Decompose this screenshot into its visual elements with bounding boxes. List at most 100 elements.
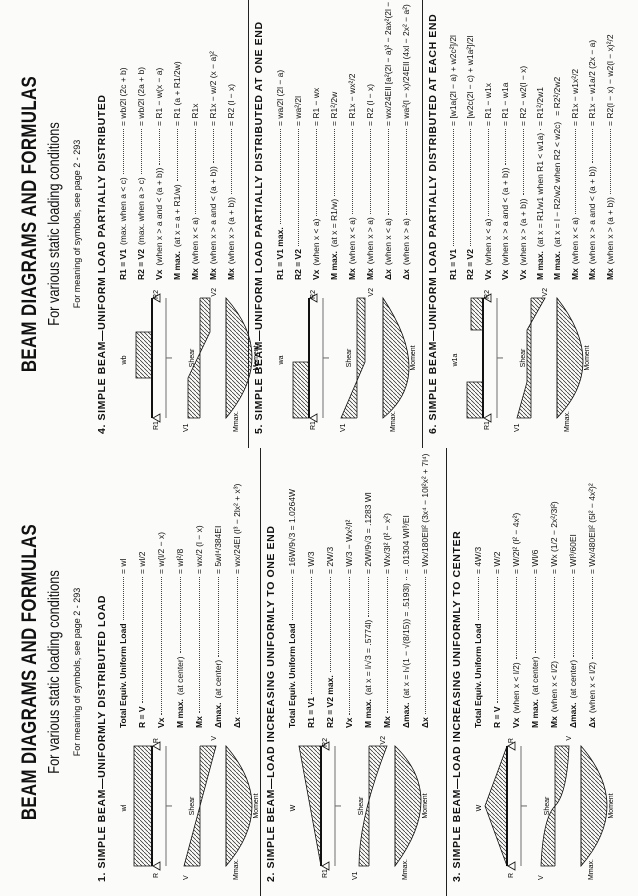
dot-leader xyxy=(352,129,353,215)
diagram-label: w1a xyxy=(452,353,459,367)
formula-row: Mx (when x < a) = R1x xyxy=(186,8,204,280)
formula-value: = 16W/9√3 = 1.0264W xyxy=(287,489,297,574)
moment-diagram xyxy=(382,296,410,419)
dot-leader xyxy=(280,129,281,225)
formula-value: = R2²/2w2 xyxy=(552,76,563,116)
diagram-label: Mmax. xyxy=(390,411,397,432)
formula-condition: (when x > a) xyxy=(401,218,411,266)
formula-condition: (at center) xyxy=(530,656,540,696)
dot-leader xyxy=(142,577,143,704)
formula-label: R2 = V2 xyxy=(293,249,303,280)
formula-row: Mx = Wx/3l² (l² − x²) xyxy=(378,456,397,728)
diagram-label: V2 xyxy=(368,288,375,297)
dot-leader xyxy=(516,577,517,660)
section: 6. SIMPLE BEAM—UNIFORM LOAD PARTIALLY DI… xyxy=(422,0,627,448)
formula-condition: (max. when a < c) xyxy=(118,177,128,246)
formula-list: Total Equiv. Uniform Load = 16W/9√3 = 1.0… xyxy=(283,454,435,728)
formula-row: Mx (when x > a and < (a + b)) = R1x − w/2 … xyxy=(204,8,222,280)
formula-value: = 2W/3 xyxy=(325,546,335,574)
dot-leader xyxy=(316,129,317,216)
formula-list: R1 = V1 max. = wa/2l (2l − a) R2 = V2 = wa²… xyxy=(271,0,415,280)
beam-diagram: W R Rl V V Shear Mmax. Moment xyxy=(476,736,615,880)
formula-condition: (when x < l/2) xyxy=(549,660,559,713)
formula-row: Δx = Wx/180EIl² (3x⁴ − 10l²x² + 7l⁴) xyxy=(416,454,435,728)
formula-list: R1 = V1 (max. when a < c) = wb/2l (2c + b)… xyxy=(114,8,240,280)
formula-value: = R1 (a + R1/2w) xyxy=(172,61,182,126)
support xyxy=(507,741,516,751)
support xyxy=(152,741,161,751)
moment-diagram xyxy=(580,744,608,868)
formula-value: = [w2c(2l − c) + w1a²]/2l xyxy=(465,35,476,126)
diagram-label: R xyxy=(153,738,160,743)
formula-label: Vx xyxy=(511,717,521,728)
formula-row: M max. (at x = R1/w) = R1²/2w xyxy=(325,8,343,280)
formula-list: R1 = V1 = [w1a(2l − a) + w2c²]/2l R2 = V2 =… xyxy=(445,8,619,280)
diagram-label: l xyxy=(336,805,343,807)
diagram-label: l xyxy=(167,805,174,807)
formula-condition: (when x < a) xyxy=(569,217,580,265)
dot-leader xyxy=(292,577,293,621)
formula-label: Mx xyxy=(587,268,598,280)
formula-row: R1 = V1 (max. when a < c) = wb/2l (2c + b) xyxy=(114,8,132,280)
formula-row: Mx (when x > (a + b)) = R2 (l − x) xyxy=(222,8,240,280)
formula-value: = R1x − wx²/2 xyxy=(347,73,357,126)
formula-row: M max. (at x = a + R1/w) = R1 (a + R1/2w) xyxy=(168,8,186,280)
moment-diagram xyxy=(556,296,584,419)
formula-row: R2 = V2 = [w2c(2l − c) + w1a²]/2l xyxy=(462,8,479,280)
section: 4. SIMPLE BEAM—UNIFORM LOAD PARTIALLY DI… xyxy=(92,0,260,448)
diagram-label: l xyxy=(522,805,529,807)
formula-row: Mx (when x < l/2) = Wx (1/2 − 2x²/3l²) xyxy=(545,456,564,728)
dot-leader xyxy=(609,129,611,195)
formula-label: R1 = V1 max. xyxy=(275,227,285,280)
formula-row: Δx (when x < l/2) = Wx/480EIl² (5l² − 4x²)… xyxy=(583,456,602,728)
formula-value: = R1 − wx xyxy=(311,87,321,126)
diagram-label: V2 xyxy=(542,288,549,297)
formula-list: Total Equiv. Uniform Load = 4W/3 R = V = W/… xyxy=(469,456,602,728)
dot-leader xyxy=(213,129,214,164)
diagram-label: V1 xyxy=(352,871,359,880)
dot-leader xyxy=(123,129,124,175)
dot-leader xyxy=(388,129,389,216)
formula-value: = R1 − w1a xyxy=(500,82,511,126)
beam-diagram: wb R1 R2 l V1 V2 Shear Mmax. Moment xyxy=(121,288,260,432)
support xyxy=(507,861,516,871)
formula-value: = R1²/2w xyxy=(329,91,339,126)
shear-diagram xyxy=(183,745,217,867)
support xyxy=(321,861,330,871)
formula-condition: (when x > a) xyxy=(365,217,375,265)
dot-leader xyxy=(554,577,555,658)
formula-value: = R1x − w1x²/2 xyxy=(569,68,580,126)
formula-row: Δx (when x < a) = wx/24EIl [a²(2l − a)² − … xyxy=(379,0,397,280)
load-shape xyxy=(133,745,153,867)
formula-condition: (when x > a and < (a + b)) xyxy=(154,167,164,266)
dot-leader xyxy=(574,129,576,215)
formula-label: Vx xyxy=(344,717,354,728)
dot-leader xyxy=(349,577,350,715)
load-shape xyxy=(292,361,310,419)
beam-diagram: wl R Rl V V Shear Mmax. Moment xyxy=(121,736,260,880)
formula-condition: (when x > (a + b)) xyxy=(226,197,236,265)
formula-condition: (when x > a and < (a + b)) xyxy=(587,166,598,265)
formula-value: = Wl/6 xyxy=(530,549,540,574)
formula-label: Vx xyxy=(154,269,164,280)
formula-label: M max. xyxy=(552,251,563,280)
formula-condition: (when x < a) xyxy=(190,217,200,265)
formula-row: Mx (when x < a) = R1x − w1x²/2 xyxy=(567,8,584,280)
diagram-label: Shear xyxy=(189,796,196,815)
support xyxy=(152,293,161,303)
formula-condition: (when x < a) xyxy=(347,217,357,265)
load-shape xyxy=(298,745,322,867)
dot-leader xyxy=(487,129,489,216)
moment-diagram xyxy=(225,296,253,420)
dot-leader xyxy=(311,577,312,695)
formula-label: Total Equiv. Uniform Load xyxy=(473,623,483,728)
support xyxy=(483,413,492,423)
diagram-label: R2 xyxy=(310,290,317,299)
page-note: For meaning of symbols, see page 2 - 293 xyxy=(72,587,82,757)
formula-row: Mx (when x > (a + b)) = R2(l − x) − w2(l −… xyxy=(602,8,619,280)
diagram-label: V2 xyxy=(380,736,387,745)
diagram-label: Moment xyxy=(608,793,615,818)
formula-condition: (at x = l/√3 = .5774l) xyxy=(363,619,373,696)
